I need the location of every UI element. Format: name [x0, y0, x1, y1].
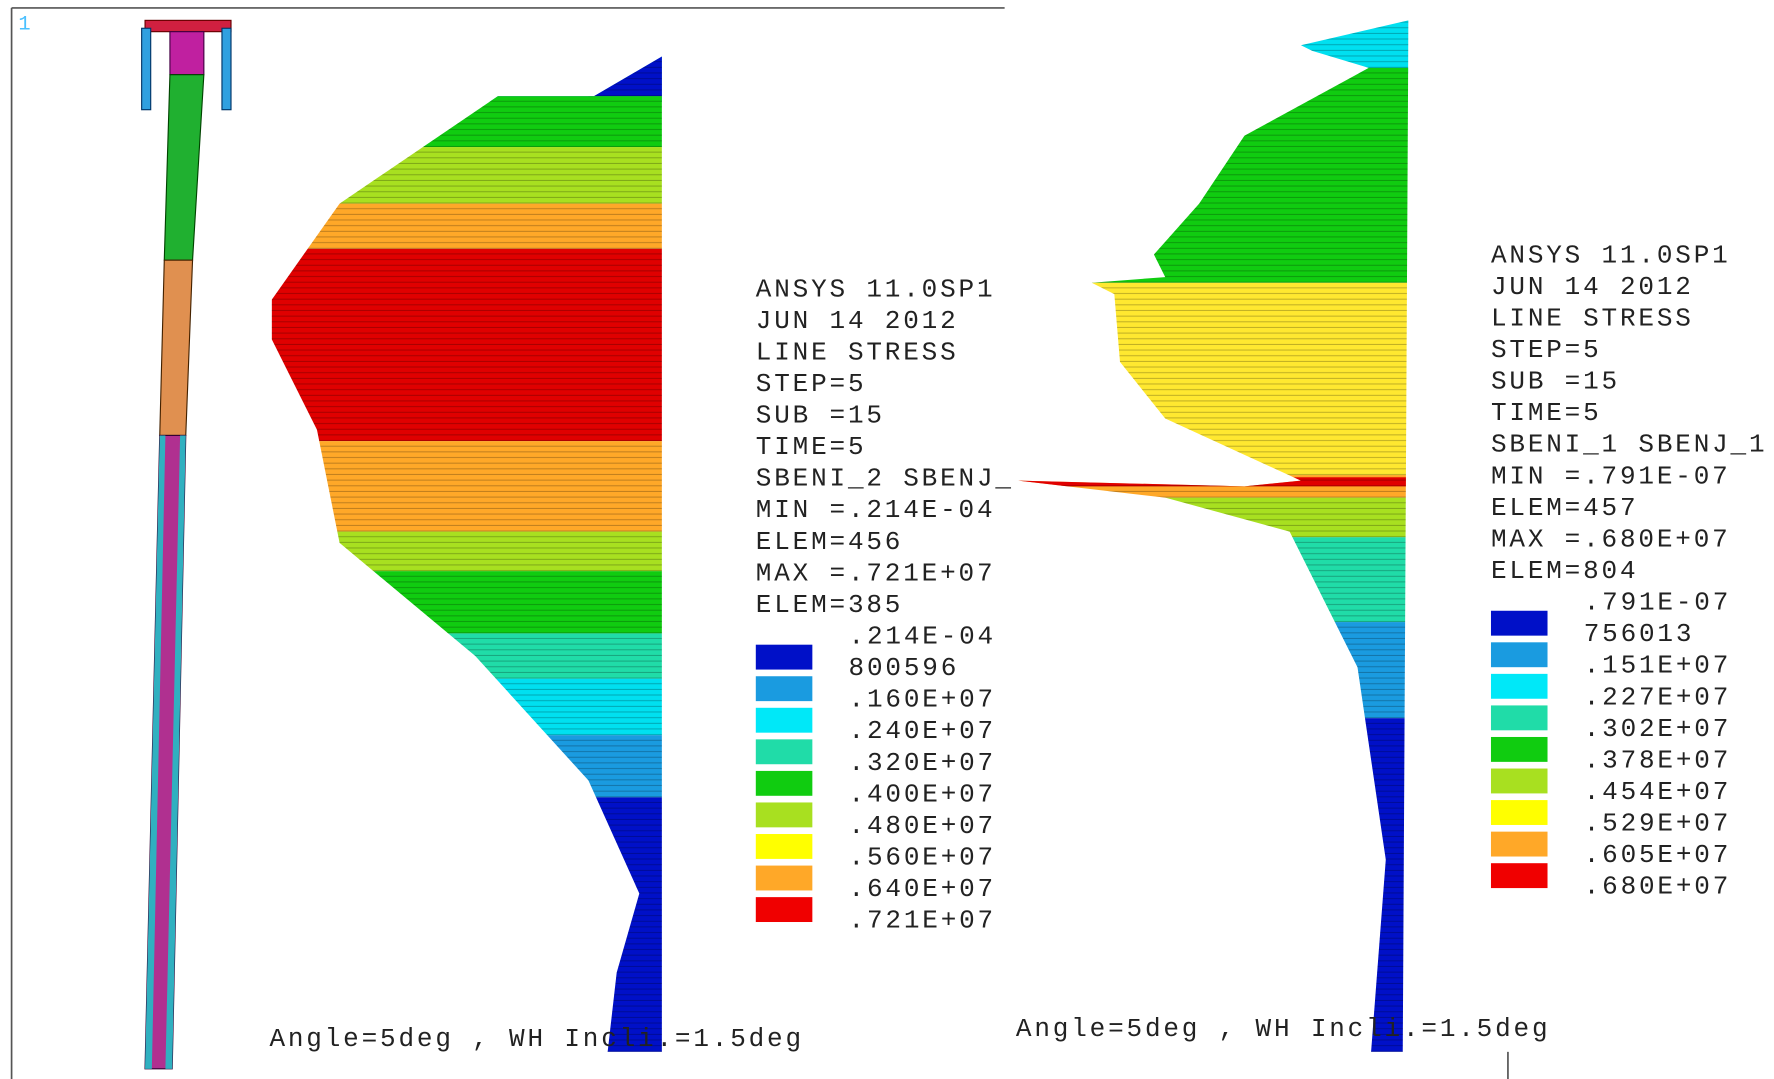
legend-swatch — [756, 897, 813, 922]
legend-label: .640E+07 — [849, 874, 996, 904]
legend-swatch — [756, 771, 813, 796]
legend-label: .605E+07 — [1584, 840, 1731, 870]
legend-label: .560E+07 — [849, 842, 996, 872]
legend-label: .378E+07 — [1584, 745, 1731, 775]
legend-label: .227E+07 — [1584, 682, 1731, 712]
legend-label: .791E-07 — [1584, 588, 1731, 618]
info-line: STEP=5 — [756, 369, 867, 399]
legend-label: .320E+07 — [849, 748, 996, 778]
info-line: STEP=5 — [1491, 335, 1602, 365]
legend-label: .160E+07 — [849, 685, 996, 715]
legend-label: .240E+07 — [849, 716, 996, 746]
info-line: TIME=5 — [1491, 398, 1602, 428]
legend-label: 800596 — [849, 653, 960, 683]
info-line: ELEM=385 — [756, 590, 903, 620]
info-line: ANSYS 11.0SP1 — [756, 274, 996, 304]
legend-label: .214E-04 — [849, 622, 996, 652]
info-line: MIN =.214E-04 — [756, 495, 996, 525]
info-line: MIN =.791E-07 — [1491, 461, 1731, 491]
info-line: ELEM=456 — [756, 527, 903, 557]
legend-swatch — [756, 866, 813, 891]
legend-swatch — [1491, 863, 1548, 888]
legend-swatch — [756, 739, 813, 764]
info-line: ELEM=457 — [1491, 493, 1638, 523]
legend-swatch — [756, 708, 813, 733]
info-line: ELEM=804 — [1491, 556, 1638, 586]
legend-swatch — [1491, 674, 1548, 699]
legend-label: .721E+07 — [849, 906, 996, 936]
stress-contour-left — [260, 45, 667, 1063]
legend-swatch — [1491, 832, 1548, 857]
legend-label: .529E+07 — [1584, 809, 1731, 839]
info-line: SBENI_1 SBENJ_1 — [1491, 430, 1767, 460]
legend-label: .151E+07 — [1584, 651, 1731, 681]
legend-swatch — [756, 802, 813, 827]
info-line: LINE STRESS — [756, 337, 959, 367]
info-line: LINE STRESS — [1491, 304, 1694, 334]
legend-label: .680E+07 — [1584, 872, 1731, 902]
footer: Angle=5deg , WH Incli.=1.5deg — [269, 1024, 803, 1054]
window-number: 1 — [18, 13, 33, 36]
legend-label: .400E+07 — [849, 779, 996, 809]
info-line: MAX =.721E+07 — [756, 558, 996, 588]
legend-swatch — [756, 834, 813, 859]
legend-swatch — [1491, 769, 1548, 794]
info-line: TIME=5 — [756, 432, 867, 462]
legend-swatch — [1491, 737, 1548, 762]
footer: Angle=5deg , WH Incli.=1.5deg — [1016, 1014, 1550, 1044]
legend-label: .480E+07 — [849, 811, 996, 841]
rod-model — [142, 20, 231, 1068]
info-line: JUN 14 2012 — [1491, 272, 1694, 302]
legend-swatch — [1491, 642, 1548, 667]
info-line: SUB =15 — [1491, 367, 1620, 397]
info-line: ANSYS 11.0SP1 — [1491, 240, 1731, 270]
legend-swatch — [1491, 611, 1548, 636]
legend-swatch — [1491, 800, 1548, 825]
legend-swatch — [756, 676, 813, 701]
legend-label: 756013 — [1584, 619, 1695, 649]
legend-label: .302E+07 — [1584, 714, 1731, 744]
legend-label: .454E+07 — [1584, 777, 1731, 807]
info-line: SBENI_2 SBENJ_ — [756, 464, 1014, 494]
info-line: MAX =.680E+07 — [1491, 524, 1731, 554]
info-line: SUB =15 — [756, 401, 885, 431]
stress-contour-right — [1007, 11, 1414, 1063]
legend-swatch — [1491, 705, 1548, 730]
ansys-window: 1 A — [0, 0, 1774, 1079]
legend-swatch — [756, 645, 813, 670]
info-line: JUN 14 2012 — [756, 306, 959, 336]
